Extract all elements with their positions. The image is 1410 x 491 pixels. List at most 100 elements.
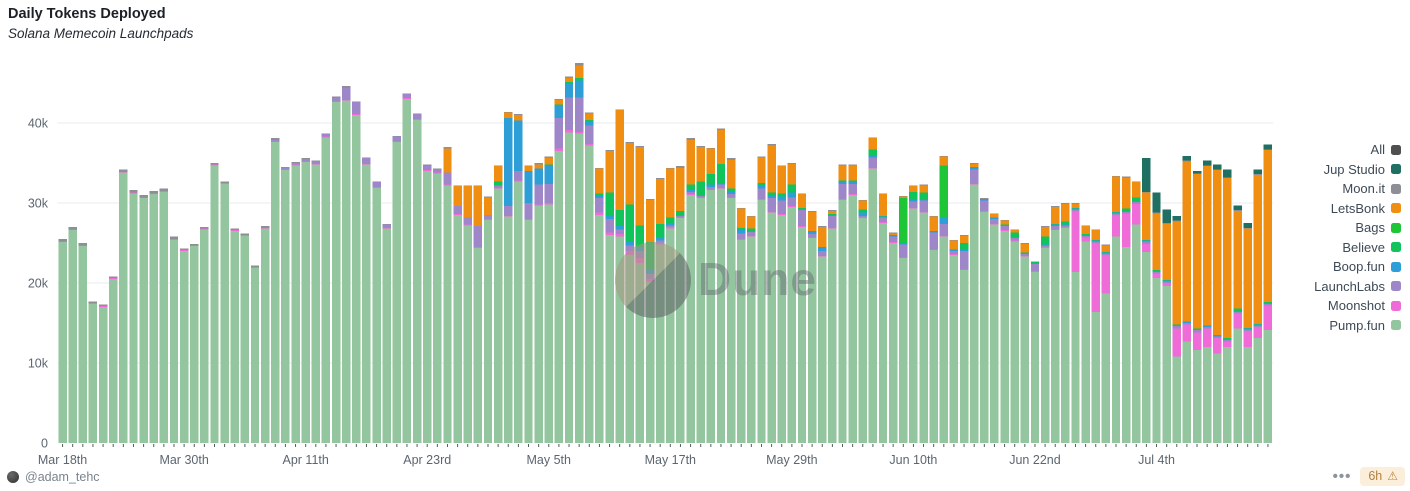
bar-segment[interactable] <box>564 82 574 84</box>
bar-segment[interactable] <box>1152 278 1161 443</box>
bar-segment[interactable] <box>666 217 675 224</box>
bar-segment[interactable] <box>696 198 705 443</box>
legend-item-launchlabs[interactable]: LaunchLabs <box>1314 277 1401 297</box>
legend-item-jup-studio[interactable]: Jup Studio <box>1324 160 1401 180</box>
bar-segment[interactable] <box>1111 213 1121 215</box>
bar-segment[interactable] <box>737 239 746 443</box>
bar-segment[interactable] <box>534 205 543 443</box>
bar-segment[interactable] <box>1061 225 1070 227</box>
bar-segment[interactable] <box>78 243 88 246</box>
bar-segment[interactable] <box>341 99 351 101</box>
bar-segment[interactable] <box>737 227 746 231</box>
more-options-button[interactable]: ••• <box>1332 468 1352 485</box>
bar-segment[interactable] <box>514 114 523 115</box>
bar-segment[interactable] <box>321 134 331 137</box>
bar-segment[interactable] <box>929 231 938 232</box>
bar-segment[interactable] <box>726 198 736 443</box>
bar-segment[interactable] <box>271 138 280 140</box>
bar-segment[interactable] <box>767 145 776 193</box>
bar-segment[interactable] <box>1253 325 1263 327</box>
bar-segment[interactable] <box>1040 227 1050 237</box>
bar-segment[interactable] <box>828 211 837 215</box>
bar-segment[interactable] <box>1182 322 1192 323</box>
bar-segment[interactable] <box>493 185 503 188</box>
bar-segment[interactable] <box>341 87 351 100</box>
bar-segment[interactable] <box>129 193 138 443</box>
bar-segment[interactable] <box>1081 226 1090 235</box>
bar-segment[interactable] <box>625 245 635 251</box>
bar-segment[interactable] <box>149 194 158 443</box>
bar-segment[interactable] <box>777 196 786 201</box>
bar-segment[interactable] <box>625 255 635 443</box>
bar-segment[interactable] <box>493 181 503 186</box>
bar-segment[interactable] <box>1000 219 1009 221</box>
bar-segment[interactable] <box>179 250 189 251</box>
bar-segment[interactable] <box>1213 170 1222 335</box>
bar-segment[interactable] <box>544 183 553 203</box>
bar-segment[interactable] <box>98 306 108 307</box>
bar-segment[interactable] <box>666 223 675 226</box>
bar-segment[interactable] <box>686 184 695 190</box>
bar-segment[interactable] <box>706 189 716 191</box>
bar-segment[interactable] <box>1223 178 1232 339</box>
bar-segment[interactable] <box>119 171 128 173</box>
bar-segment[interactable] <box>767 143 776 146</box>
bar-segment[interactable] <box>737 208 746 228</box>
bar-segment[interactable] <box>1182 155 1192 161</box>
bar-segment[interactable] <box>1202 327 1212 329</box>
bar-segment[interactable] <box>301 162 310 443</box>
bar-segment[interactable] <box>585 143 594 146</box>
bar-segment[interactable] <box>645 279 655 282</box>
bar-segment[interactable] <box>990 223 999 225</box>
bar-segment[interactable] <box>818 251 827 256</box>
bar-segment[interactable] <box>362 158 371 164</box>
bar-segment[interactable] <box>139 198 148 443</box>
bar-segment[interactable] <box>1162 280 1171 282</box>
bar-segment[interactable] <box>1020 255 1030 257</box>
bar-segment[interactable] <box>311 160 321 162</box>
bar-segment[interactable] <box>250 265 260 267</box>
legend-item-believe[interactable]: Believe <box>1342 238 1401 258</box>
bar-segment[interactable] <box>1142 192 1151 240</box>
bar-segment[interactable] <box>1040 244 1050 246</box>
bar-segment[interactable] <box>1081 241 1090 443</box>
bar-segment[interactable] <box>878 215 888 217</box>
bar-segment[interactable] <box>878 193 888 195</box>
bar-segment[interactable] <box>645 274 655 279</box>
bar-segment[interactable] <box>676 166 685 168</box>
bar-segment[interactable] <box>1253 175 1263 324</box>
bar-segment[interactable] <box>1223 347 1232 443</box>
bar-segment[interactable] <box>483 197 493 215</box>
bar-segment[interactable] <box>848 165 857 181</box>
bar-segment[interactable] <box>888 242 898 243</box>
bar-segment[interactable] <box>119 172 128 443</box>
bar-segment[interactable] <box>1192 173 1202 175</box>
bar-segment[interactable] <box>1253 327 1263 339</box>
bar-segment[interactable] <box>878 217 888 223</box>
bar-segment[interactable] <box>159 191 169 192</box>
author-attribution[interactable]: @adam_tehc <box>7 470 100 484</box>
bar-segment[interactable] <box>1152 270 1161 271</box>
bar-segment[interactable] <box>767 198 776 212</box>
bar-segment[interactable] <box>301 159 310 162</box>
bar-segment[interactable] <box>119 169 128 172</box>
bar-segment[interactable] <box>1223 177 1232 179</box>
bar-segment[interactable] <box>939 165 949 217</box>
bar-segment[interactable] <box>686 189 695 192</box>
bar-segment[interactable] <box>655 240 665 243</box>
bar-segment[interactable] <box>362 163 371 165</box>
bar-segment[interactable] <box>949 255 959 443</box>
bar-segment[interactable] <box>362 157 371 159</box>
bar-segment[interactable] <box>959 249 969 251</box>
bar-segment[interactable] <box>1051 223 1060 225</box>
bar-segment[interactable] <box>980 200 989 211</box>
bar-segment[interactable] <box>412 119 422 444</box>
bar-segment[interactable] <box>959 235 969 243</box>
bar-segment[interactable] <box>1162 281 1171 283</box>
bar-segment[interactable] <box>1061 203 1070 204</box>
bar-segment[interactable] <box>939 235 949 237</box>
bar-segment[interactable] <box>504 111 513 113</box>
bar-segment[interactable] <box>980 199 989 200</box>
bar-segment[interactable] <box>645 270 655 275</box>
bar-segment[interactable] <box>878 223 888 443</box>
